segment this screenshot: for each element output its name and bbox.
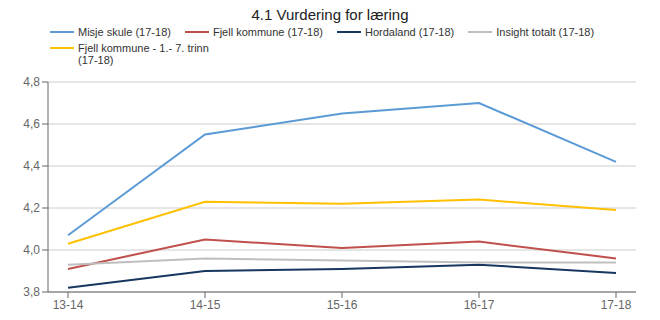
svg-text:16-17: 16-17 xyxy=(464,298,495,312)
svg-text:3,8: 3,8 xyxy=(23,285,40,299)
svg-text:4,6: 4,6 xyxy=(23,117,40,131)
svg-text:17-18: 17-18 xyxy=(601,298,632,312)
html-text:4.1 Vurdering for læring: 4.1 Vurdering for læring xyxy=(251,6,409,23)
svg-text:14-15: 14-15 xyxy=(190,298,221,312)
svg-text:4,8: 4,8 xyxy=(23,75,40,89)
svg-text:4,2: 4,2 xyxy=(23,201,40,215)
svg-text:4,0: 4,0 xyxy=(23,243,40,257)
svg-text:4,4: 4,4 xyxy=(23,159,40,173)
svg-text:15-16: 15-16 xyxy=(327,298,358,312)
html-text:Hordaland (17-18): Hordaland (17-18) xyxy=(365,26,455,38)
html-text:Insight totalt (17-18): Insight totalt (17-18) xyxy=(496,26,595,38)
html-text:(17-18): (17-18) xyxy=(78,54,114,66)
html-text:Misje skule (17-18): Misje skule (17-18) xyxy=(78,26,171,38)
svg-text:13-14: 13-14 xyxy=(53,298,84,312)
html-text:Fjell kommune - 1.- 7. trinn: Fjell kommune - 1.- 7. trinn xyxy=(78,42,209,54)
html-text:Fjell kommune (17-18): Fjell kommune (17-18) xyxy=(212,26,323,38)
